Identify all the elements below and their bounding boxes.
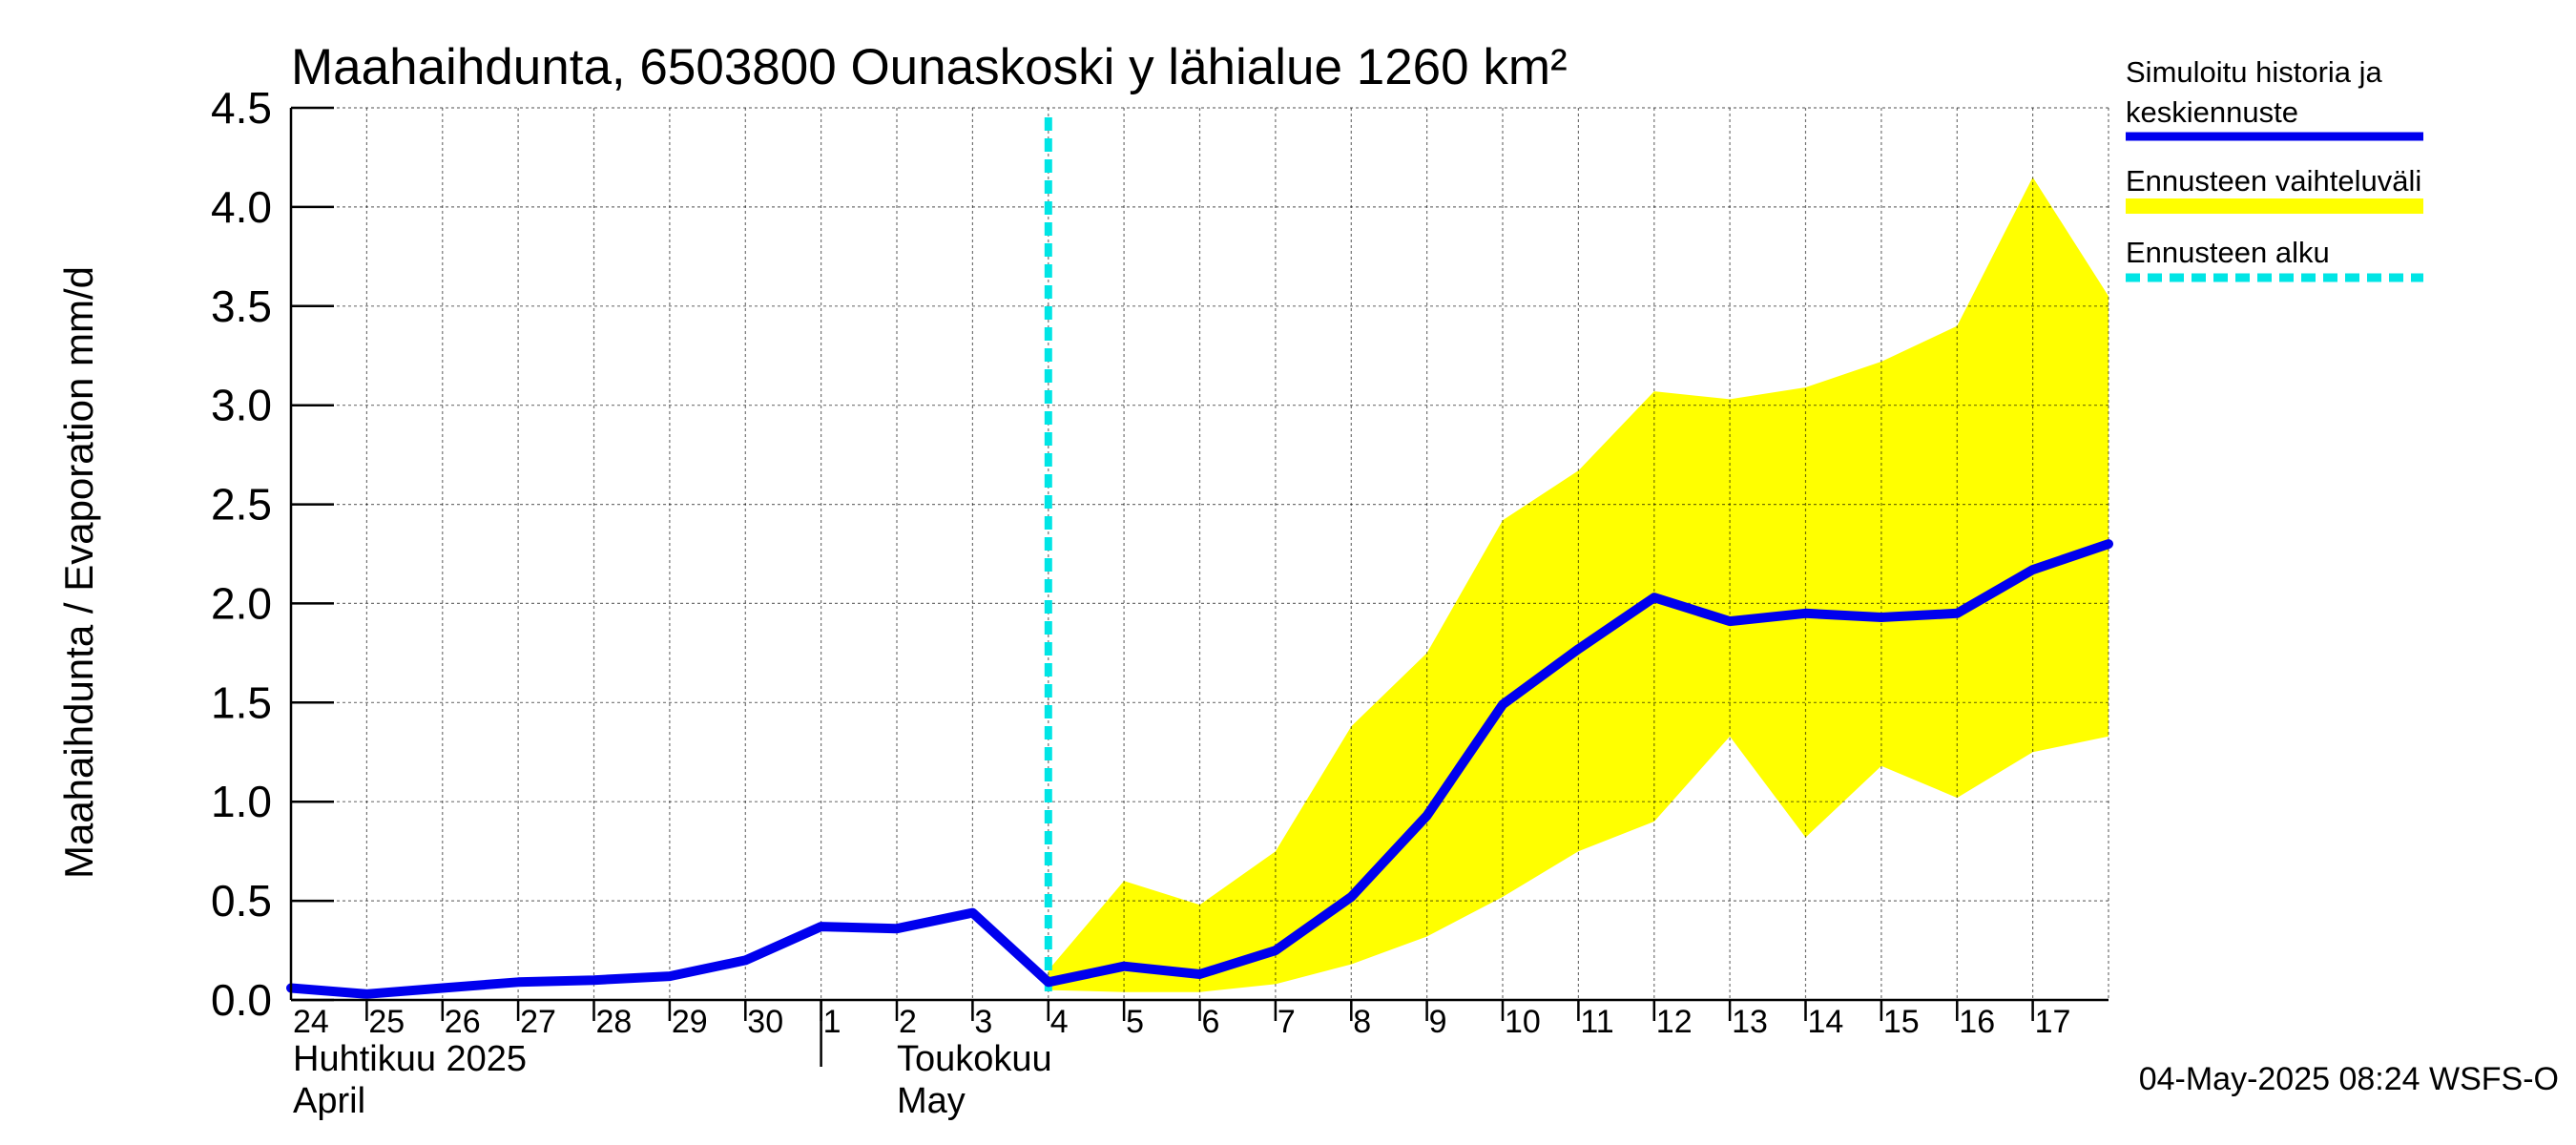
month-label-english: April	[293, 1081, 365, 1121]
legend-label: keskiennuste	[2126, 95, 2298, 129]
axes	[289, 106, 2109, 1067]
x-tick-label: 26	[445, 1004, 481, 1040]
x-tick-label: 6	[1202, 1004, 1220, 1040]
x-tick-label: 11	[1580, 1004, 1613, 1040]
y-tick-label: 0.5	[211, 876, 272, 926]
month-label-english: May	[897, 1081, 966, 1121]
legend-label: Simuloitu historia ja	[2126, 55, 2383, 89]
x-tick-labels: 24 25 26 27 28 29 30 1 2 3 4 5 6 7 8 9 10 11 12 13 14 15 16 17	[293, 1004, 2070, 1040]
x-tick-label: 17	[2035, 1004, 2071, 1040]
y-tick-label: 0.0	[211, 975, 272, 1025]
legend-label: Ennusteen alku	[2126, 236, 2330, 269]
y-tick-label: 4.0	[211, 182, 272, 232]
timestamp-label: 04-May-2025 08:24 WSFS-O	[2139, 1061, 2559, 1097]
x-tick-label: 8	[1353, 1004, 1371, 1040]
y-tick-labels: 0.0 0.5 1.0 1.5 2.0 2.5 3.0 3.5 4.0 4.5	[211, 83, 272, 1025]
month-label: Toukokuu	[897, 1039, 1052, 1079]
x-tick-label: 27	[520, 1004, 556, 1040]
y-tick-label: 2.0	[211, 578, 272, 628]
y-axis-label: Maahaihdunta / Evaporation mm/d	[56, 266, 101, 879]
y-tick-label: 4.5	[211, 83, 272, 133]
x-tick-label: 16	[1959, 1004, 1995, 1040]
month-label: Huhtikuu 2025	[293, 1039, 527, 1079]
legend-label: Ennusteen vaihteluväli	[2126, 164, 2421, 198]
x-tick-label: 29	[672, 1004, 708, 1040]
x-tick-label: 2	[899, 1004, 917, 1040]
x-tick-label: 28	[596, 1004, 633, 1040]
y-tick-label: 2.5	[211, 480, 272, 530]
x-tick-label: 15	[1883, 1004, 1920, 1040]
x-tick-label: 30	[747, 1004, 783, 1040]
x-tick-label: 13	[1732, 1004, 1768, 1040]
x-tick-label: 14	[1808, 1004, 1844, 1040]
y-tick-label: 1.0	[211, 777, 272, 826]
x-tick-label: 10	[1505, 1004, 1541, 1040]
x-tick-label: 9	[1429, 1004, 1447, 1040]
x-tick-label: 24	[293, 1004, 329, 1040]
y-tick-label: 3.5	[211, 281, 272, 331]
x-tick-label: 25	[368, 1004, 405, 1040]
x-tick-label: 5	[1126, 1004, 1144, 1040]
y-tick-label: 1.5	[211, 677, 272, 727]
legend: Simuloitu historia ja keskiennuste Ennuste…	[2126, 55, 2423, 282]
x-tick-label: 1	[823, 1004, 841, 1040]
x-tick-label: 4	[1050, 1004, 1069, 1040]
series-layer	[286, 539, 2113, 999]
x-tick-label: 3	[974, 1004, 992, 1040]
chart-title: Maahaihdunta, 6503800 Ounaskoski y lähia…	[291, 39, 1568, 95]
x-tick-label: 12	[1656, 1004, 1693, 1040]
y-tick-label: 3.0	[211, 381, 272, 430]
x-tick-label: 7	[1278, 1004, 1296, 1040]
simulated-evaporation-line	[286, 539, 2113, 999]
